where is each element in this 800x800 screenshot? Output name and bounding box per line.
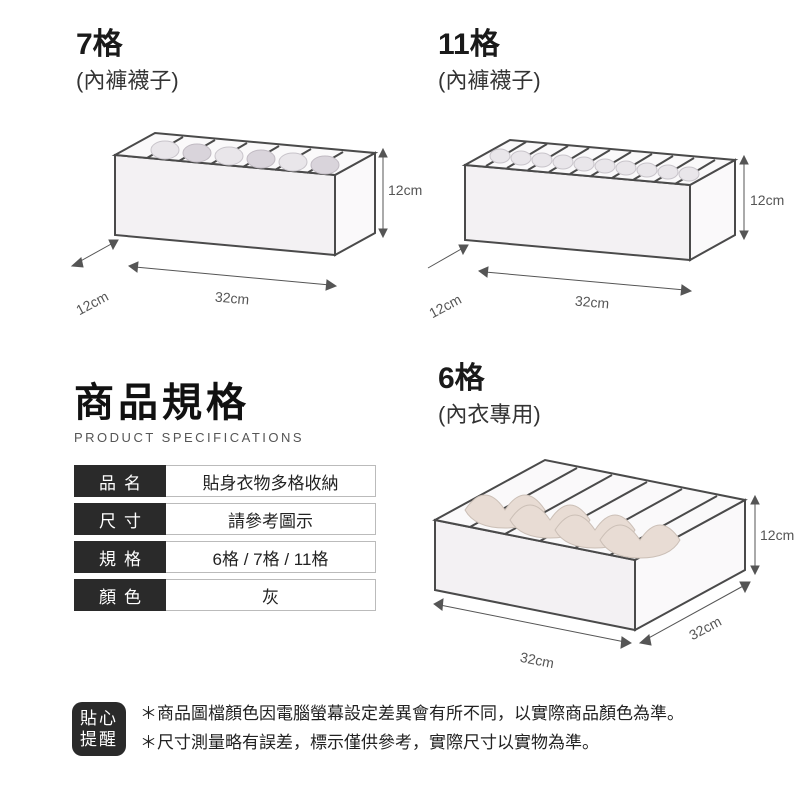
product-7-illustration xyxy=(75,95,375,290)
spec-table: 品名 貼身衣物多格收納 尺寸 請參考圖示 規格 6格 / 7格 / 11格 顏色… xyxy=(74,459,376,617)
reminder-section: 貼心 提醒 ＊商品圖檔顏色因電腦螢幕設定差異會有所不同，以實際商品顏色為準。 ＊… xyxy=(72,700,684,758)
product-11-header: 11格 (內褲襪子) xyxy=(438,28,541,95)
reminder-line2: ＊尺寸測量略有誤差，標示僅供參考，實際尺寸以實物為準。 xyxy=(140,729,684,758)
product-7-width: 12cm xyxy=(73,288,111,318)
spec-section: 商品規格 PRODUCT SPECIFICATIONS 品名 貼身衣物多格收納 … xyxy=(74,370,376,617)
reminder-text: ＊商品圖檔顏色因電腦螢幕設定差異會有所不同，以實際商品顏色為準。 ＊尺寸測量略有… xyxy=(140,700,684,758)
spec-key: 規格 xyxy=(74,541,166,573)
reminder-line1: ＊商品圖檔顏色因電腦螢幕設定差異會有所不同，以實際商品顏色為準。 xyxy=(140,700,684,729)
reminder-badge-line1: 貼心 xyxy=(80,708,118,729)
product-7-header: 7格 (內褲襪子) xyxy=(76,28,179,95)
product-7-sub: (內褲襪子) xyxy=(76,63,179,95)
spec-val: 請參考圖示 xyxy=(166,503,376,535)
product-6-title: 6格 xyxy=(438,362,541,395)
spec-val: 灰 xyxy=(166,579,376,611)
product-7-title: 7格 xyxy=(76,28,179,61)
product-11-width: 12cm xyxy=(426,291,464,321)
table-row: 尺寸 請參考圖示 xyxy=(74,503,376,535)
product-6-sub: (內衣專用) xyxy=(438,397,541,429)
table-row: 顏色 灰 xyxy=(74,579,376,611)
product-7-length: 32cm xyxy=(214,289,249,308)
spec-key: 品名 xyxy=(74,465,166,497)
spec-key: 顏色 xyxy=(74,579,166,611)
product-11-length: 32cm xyxy=(574,293,609,312)
product-7-height: 12cm xyxy=(388,182,422,198)
product-11-height: 12cm xyxy=(750,192,784,208)
table-row: 規格 6格 / 7格 / 11格 xyxy=(74,541,376,573)
spec-heading: 商品規格 xyxy=(74,370,376,428)
product-11-illustration xyxy=(430,100,750,295)
product-6-header: 6格 (內衣專用) xyxy=(438,362,541,429)
reminder-badge-line2: 提醒 xyxy=(80,729,118,750)
spec-heading-en: PRODUCT SPECIFICATIONS xyxy=(74,430,376,445)
product-6-illustration xyxy=(405,430,765,675)
product-11-title: 11格 xyxy=(438,28,541,61)
product-6-height: 12cm xyxy=(760,527,794,543)
table-row: 品名 貼身衣物多格收納 xyxy=(74,465,376,497)
product-11-sub: (內褲襪子) xyxy=(438,63,541,95)
spec-val: 貼身衣物多格收納 xyxy=(166,465,376,497)
spec-val: 6格 / 7格 / 11格 xyxy=(166,541,376,573)
spec-key: 尺寸 xyxy=(74,503,166,535)
reminder-badge: 貼心 提醒 xyxy=(72,702,126,756)
